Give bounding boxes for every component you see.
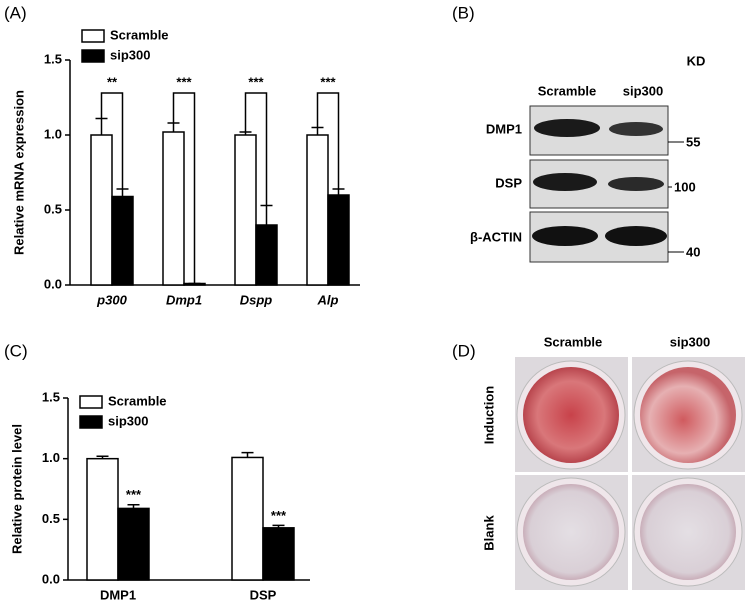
y-tick-label: 0.5: [44, 201, 62, 216]
significance-bracket: [316, 92, 340, 189]
legend-label: sip300: [110, 47, 150, 62]
blot-row: β-ACTIN: [470, 229, 522, 244]
panel-label: (C): [4, 341, 28, 360]
significance-bracket: [100, 92, 124, 189]
legend-swatch: [79, 415, 103, 429]
panel-label: (B): [452, 3, 475, 22]
stain-row: Blank: [481, 515, 496, 551]
y-axis-label: Relative mRNA expression: [11, 90, 26, 255]
x-tick-label: Dspp: [240, 292, 273, 307]
significance-bracket: [244, 92, 268, 206]
y-tick-label: 0.5: [42, 511, 60, 526]
significance: ***: [248, 74, 264, 89]
bar: [86, 457, 119, 581]
error-bar: [167, 122, 180, 132]
error-bar: [95, 117, 108, 135]
y-tick-label: 1.5: [42, 389, 60, 404]
bar: [262, 527, 295, 581]
stain-column: Scramble: [544, 334, 603, 349]
bar: [231, 456, 264, 581]
x-tick-label: DSP: [250, 587, 277, 602]
x-tick-label: DMP1: [100, 587, 136, 602]
bar: [255, 224, 278, 286]
bar: [162, 131, 185, 286]
bar: [90, 134, 113, 286]
significance: **: [107, 74, 118, 89]
error-bar: [332, 188, 345, 195]
blot-row: DSP: [495, 175, 522, 190]
legend-swatch: [79, 395, 103, 409]
bar: [111, 195, 134, 286]
significance-bracket: [172, 92, 196, 284]
stain-wells: [515, 357, 745, 590]
y-tick-label: 1.5: [44, 51, 62, 66]
blot-unit: KD: [687, 53, 706, 68]
error-bar: [241, 451, 254, 458]
blot-marker: 100: [674, 179, 696, 194]
blot-column: Scramble: [538, 83, 597, 98]
y-axis-label: Relative protein level: [9, 424, 24, 554]
legend-swatch: [81, 29, 105, 43]
legend-label: Scramble: [108, 393, 167, 408]
bar: [117, 507, 150, 581]
bar: [234, 134, 257, 286]
significance: ***: [176, 74, 192, 89]
x-tick-label: Dmp1: [166, 292, 202, 307]
panel-label: (A): [4, 3, 27, 22]
error-bar: [96, 455, 109, 459]
blot-row: DMP1: [486, 121, 522, 136]
blot-strips: [529, 105, 669, 263]
blot-marker: 40: [686, 244, 700, 259]
y-tick-label: 0.0: [44, 276, 62, 291]
error-bar: [260, 204, 273, 225]
error-bar: [127, 504, 140, 509]
y-tick-label: 0.0: [42, 571, 60, 586]
significance: ***: [320, 74, 336, 89]
stain-column: sip300: [670, 334, 710, 349]
legend-label: sip300: [108, 413, 148, 428]
legend-swatch: [81, 49, 105, 63]
blot-marker: 55: [686, 134, 700, 149]
x-tick-label: p300: [96, 292, 127, 307]
bar: [327, 194, 350, 286]
legend-label: Scramble: [110, 27, 169, 42]
significance: ***: [126, 487, 142, 502]
stain-row: Induction: [481, 386, 496, 445]
x-tick-label: Alp: [317, 292, 339, 307]
significance: ***: [271, 508, 287, 523]
y-tick-label: 1.0: [42, 450, 60, 465]
panel-label: (D): [452, 341, 476, 360]
bar: [306, 134, 329, 286]
blot-column: sip300: [623, 83, 663, 98]
error-bar: [311, 126, 324, 135]
error-bar: [272, 524, 285, 528]
error-bar: [116, 188, 129, 197]
y-tick-label: 1.0: [44, 126, 62, 141]
